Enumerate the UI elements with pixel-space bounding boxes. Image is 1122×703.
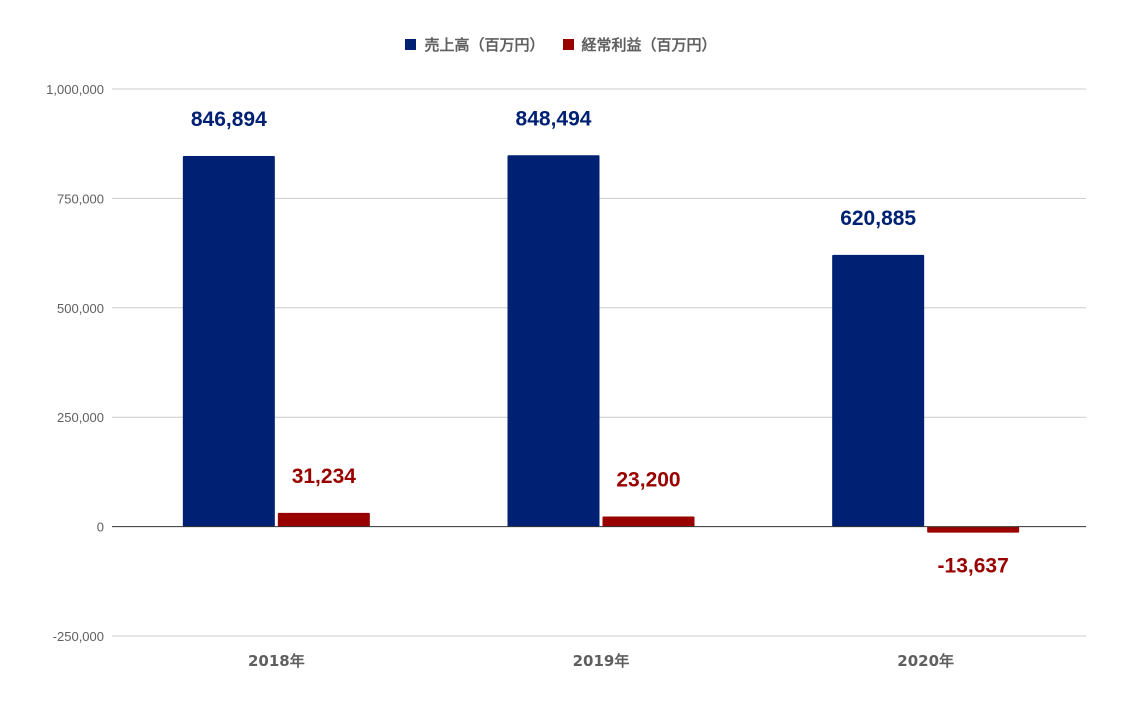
data-label: 23,200: [616, 468, 680, 491]
data-label: -13,637: [938, 555, 1009, 578]
y-tick-label: 750,000: [57, 191, 104, 206]
legend-swatch-sales: [405, 39, 417, 50]
bar-ordinary-profit: [277, 512, 370, 527]
legend-item-ordinary-profit: 経常利益（百万円）: [562, 34, 717, 55]
y-tick-label: 0: [97, 520, 104, 535]
bar-sales: [507, 155, 600, 527]
data-label: 846,894: [191, 108, 267, 131]
bar-sales: [182, 155, 275, 527]
data-label: 31,234: [292, 465, 357, 488]
bar-ordinary-profit: [927, 526, 1020, 533]
legend-label-sales: 売上高（百万円）: [424, 36, 545, 54]
legend: 売上高（百万円） 経常利益（百万円）: [0, 34, 1122, 55]
legend-swatch-ordinary-profit: [562, 39, 574, 50]
data-label: 848,494: [516, 107, 592, 130]
y-tick-label: 1,000,000: [46, 82, 104, 97]
y-tick-label: 500,000: [57, 301, 104, 316]
legend-item-sales: 売上高（百万円）: [405, 34, 545, 55]
x-tick-label: 2018年: [248, 652, 305, 670]
bar-sales: [832, 254, 925, 527]
x-tick-label: 2020年: [897, 652, 954, 670]
y-tick-label: 250,000: [57, 410, 104, 425]
legend-label-ordinary-profit: 経常利益（百万円）: [581, 36, 717, 54]
data-label: 620,885: [840, 207, 916, 230]
y-tick-label: -250,000: [53, 629, 104, 644]
x-tick-label: 2019年: [573, 652, 630, 670]
bar-ordinary-profit: [602, 516, 695, 527]
